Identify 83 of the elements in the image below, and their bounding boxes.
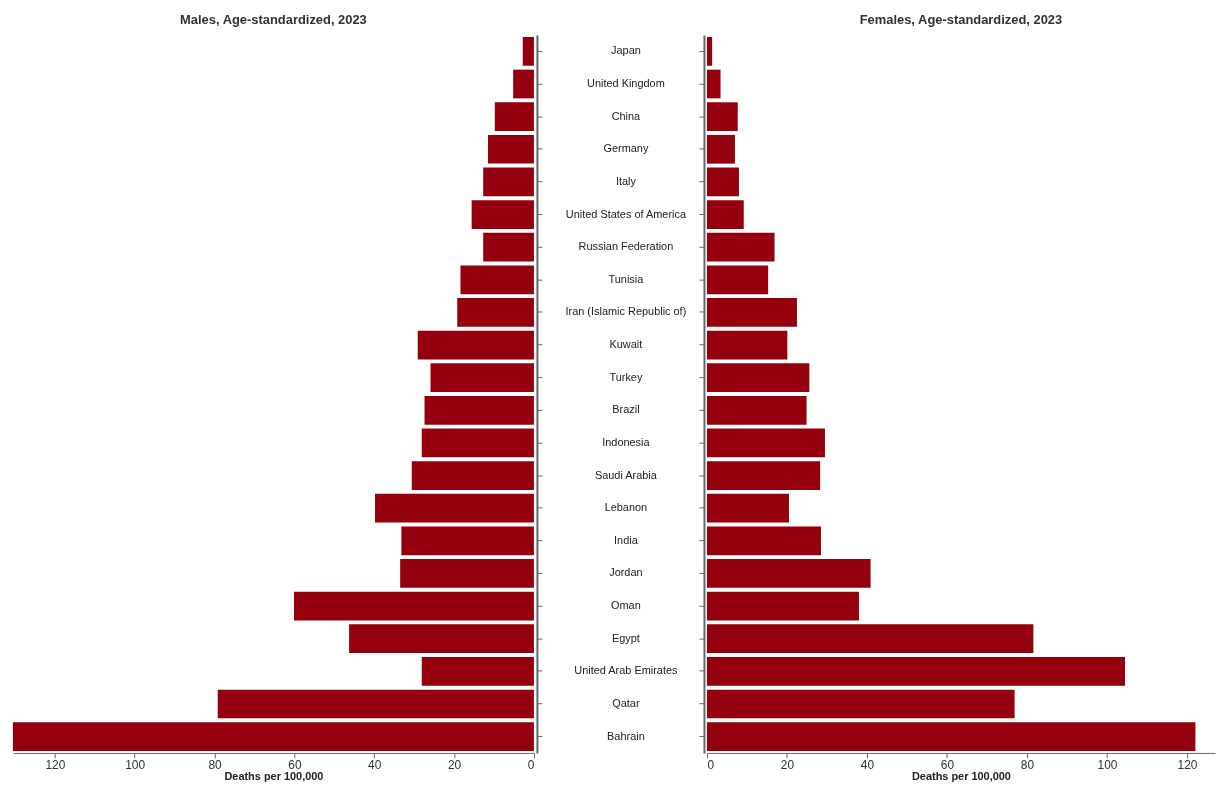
bar [522, 37, 534, 66]
y-tick-label: Italy [615, 174, 637, 187]
bar [471, 200, 534, 229]
bar [401, 526, 534, 556]
bar [375, 493, 534, 523]
bar [706, 559, 871, 588]
bar [706, 167, 739, 197]
bar [494, 102, 534, 131]
y-tick-label: Lebanon [604, 501, 648, 514]
y-tick-label: Qatar [612, 696, 640, 709]
x-tick-label: 120 [45, 758, 66, 773]
bar [706, 591, 859, 621]
x-tick-label: 80 [1020, 758, 1035, 773]
x-tick-label: 20 [447, 758, 462, 773]
x-tick-label: 40 [368, 758, 382, 773]
bar [430, 363, 534, 393]
y-tick-label: Bahrain [607, 729, 645, 742]
y-tick-label: United Arab Emirates [574, 664, 679, 677]
bar [706, 526, 821, 556]
bar [483, 167, 534, 197]
y-tick-label: Russian Federation [578, 240, 674, 253]
x-tick-label: 20 [780, 758, 795, 773]
bar [417, 330, 534, 360]
y-tick-label: Iran (Islamic Republic of) [565, 305, 687, 318]
bar [293, 591, 534, 621]
y-tick-label: China [611, 109, 642, 122]
y-tick-label: United States of America [565, 207, 687, 220]
y-tick-label: India [614, 533, 639, 546]
y-tick-label: Germany [603, 142, 649, 155]
bar [217, 689, 534, 719]
bar [706, 265, 769, 295]
bar [411, 461, 534, 490]
bar [706, 363, 810, 393]
bar [424, 395, 534, 425]
chart-title: Males, Age-standardized, 2023 [180, 12, 367, 28]
bar [706, 428, 825, 458]
x-tick-label: 60 [288, 758, 302, 773]
bar [706, 722, 1196, 751]
bar [706, 298, 797, 327]
y-tick-label: Saudi Arabia [594, 468, 658, 481]
y-tick-label: Tunisia [608, 272, 645, 285]
y-tick-label: Kuwait [609, 338, 643, 351]
x-tick-label: 40 [860, 758, 875, 773]
chart-title: Females, Age-standardized, 2023 [859, 12, 1063, 28]
bar [706, 102, 738, 131]
y-tick-label: Indonesia [602, 435, 651, 448]
bar [421, 657, 534, 686]
bar [488, 134, 534, 164]
bar [706, 624, 1034, 654]
bar [421, 428, 534, 458]
x-tick-label: 120 [1177, 758, 1198, 773]
bar [706, 37, 713, 66]
bar [706, 232, 775, 262]
y-tick-label: Turkey [609, 370, 643, 383]
y-tick-label: Jordan [609, 566, 643, 579]
bar [706, 657, 1125, 686]
x-axis-title: Deaths per 100,000 [911, 770, 1011, 783]
x-tick-label: 60 [940, 758, 955, 773]
bar [349, 624, 534, 654]
bar [400, 559, 534, 588]
y-tick-label: Oman [611, 599, 641, 612]
bar [706, 134, 735, 164]
bar [483, 232, 534, 262]
bar [706, 689, 1015, 719]
y-tick-label: United Kingdom [587, 76, 665, 89]
bar [706, 200, 744, 229]
bar [706, 395, 807, 425]
x-tick-label: 100 [1097, 758, 1118, 773]
x-tick-label: 100 [125, 758, 146, 773]
bar [706, 461, 821, 490]
bar [457, 298, 534, 327]
y-tick-label: Brazil [612, 403, 640, 416]
bar [460, 265, 534, 295]
x-axis-title: Deaths per 100,000 [224, 770, 324, 783]
bar [706, 330, 788, 360]
x-tick-label: 0 [707, 758, 715, 773]
bar [706, 69, 721, 99]
y-tick-label: Egypt [611, 631, 640, 644]
x-tick-label: 0 [527, 758, 535, 773]
y-tick-label: Japan [611, 44, 641, 57]
bar [706, 493, 789, 523]
bar [513, 69, 534, 99]
x-tick-label: 80 [208, 758, 223, 773]
